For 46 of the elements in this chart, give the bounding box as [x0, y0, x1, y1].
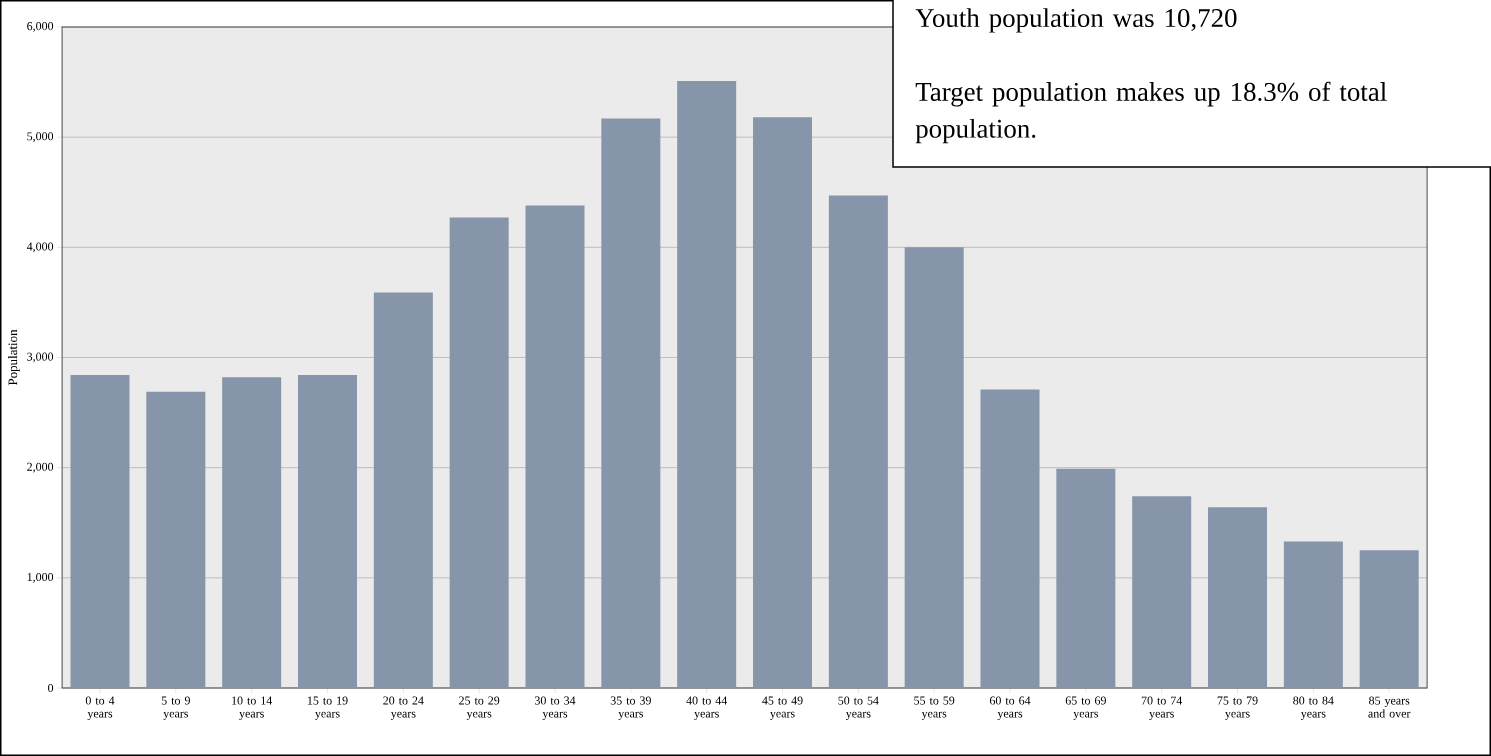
bar: [1056, 468, 1116, 688]
bar: [1359, 550, 1419, 688]
bar: [753, 117, 813, 688]
x-tick-label: 10 to 14 years: [232, 696, 273, 720]
annotation: Youth population was 10,720: [915, 8, 1237, 33]
x-tick-label: 70 to 74 years: [1141, 696, 1183, 720]
bar: [1208, 507, 1268, 688]
x-tick-label: 55 to 59 years: [914, 696, 955, 720]
bar: [525, 205, 585, 688]
bar: [904, 247, 964, 688]
y-tick-label: 3,000: [27, 352, 54, 363]
x-tick-label: 60 to 64 years: [989, 696, 1031, 720]
bar: [449, 217, 509, 688]
x-tick-label: 20 to 24 years: [383, 696, 424, 720]
y-tick-label: 1,000: [27, 572, 54, 583]
bar: [828, 195, 888, 688]
bar: [146, 391, 206, 688]
x-tick-label: 30 to 34 years: [535, 696, 576, 720]
x-tick-label: 50 to 54 years: [838, 696, 879, 720]
y-tick-label: 6,000: [27, 22, 54, 32]
y-axis-title: Population: [8, 329, 20, 386]
x-tick-label: 65 to 69 years: [1065, 696, 1106, 720]
x-tick-label: 25 to 29 years: [459, 696, 500, 720]
annotation: Target population makes up 18.3% of total population.: [915, 81, 1387, 144]
x-tick-label: 40 to 44 years: [686, 696, 728, 720]
bar: [1132, 496, 1192, 688]
y-tick-label: 5,000: [27, 132, 54, 143]
bar: [980, 389, 1040, 688]
x-tick-label: 15 to 19 years: [307, 696, 348, 720]
x-tick-label: 5 to 9 years: [161, 696, 190, 720]
bar: [70, 375, 130, 688]
y-tick-label: 0: [48, 683, 54, 693]
bar: [373, 292, 433, 688]
y-tick-label: 2,000: [27, 462, 54, 473]
bar: [677, 80, 737, 688]
bar: [1283, 541, 1343, 688]
x-tick-label: 45 to 49 years: [762, 696, 803, 720]
x-tick-label: 85 years and over: [1368, 696, 1411, 718]
x-tick-label: 75 to 79 years: [1217, 696, 1258, 720]
x-tick-label: 35 to 39 years: [610, 696, 651, 720]
bar: [222, 377, 282, 688]
x-tick-label: 0 to 4 years: [85, 696, 115, 720]
x-tick-label: 80 to 84 years: [1293, 696, 1334, 720]
bar: [298, 375, 357, 688]
y-tick-label: 4,000: [26, 242, 54, 253]
bar: [601, 118, 661, 688]
